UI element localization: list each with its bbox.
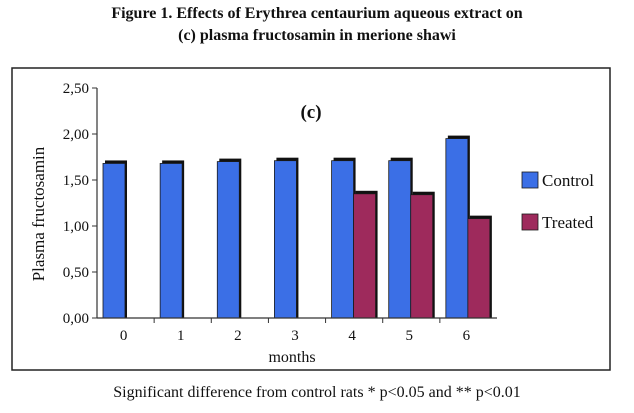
x-tick-label-1: 1: [177, 328, 185, 344]
figure-footnote: Significant difference from control rats…: [113, 384, 521, 401]
y-tick-label: 1,50: [63, 173, 89, 189]
x-tick-label-4: 4: [348, 328, 356, 344]
bar-control-6: [445, 138, 469, 319]
x-tick-label-2: 2: [234, 328, 242, 344]
y-tick-label: 1,00: [63, 219, 89, 235]
bar-treated-5: [410, 194, 434, 319]
x-tick-label-3: 3: [291, 328, 299, 344]
chart-title: (c): [300, 102, 321, 123]
bar-treated-4: [353, 193, 376, 319]
bar-control-3: [274, 160, 297, 319]
bar-control-2: [216, 161, 240, 319]
bars: [102, 135, 492, 319]
x-tick-label-5: 5: [406, 328, 414, 344]
y-tick-label: 0,50: [63, 265, 89, 281]
x-axis-label: months: [268, 349, 315, 366]
bar-control-0: [102, 163, 126, 319]
bar-control-4: [331, 160, 354, 319]
legend-swatch-treated: [521, 213, 539, 231]
y-tick-label: 2,50: [63, 81, 89, 97]
legend-swatch-control: [521, 171, 539, 189]
legend: Control Treated: [521, 171, 594, 232]
x-tick-label-6: 6: [463, 328, 471, 344]
figure-title-line-1: Figure 1. Effects of Erythrea centaurium…: [111, 5, 523, 22]
bar-treated-6: [467, 218, 491, 319]
bar-control-1: [159, 163, 183, 319]
y-tick-label: 2,00: [63, 127, 89, 143]
x-axis-ticks: 0 1 2 3 4 5 6: [120, 318, 471, 344]
y-axis-label: Plasma fructosamin: [29, 146, 48, 281]
y-tick-label: 0,00: [63, 311, 89, 327]
figure-title-line-2: (c) plasma fructosamin in merione shawi: [178, 27, 456, 44]
legend-label-control: Control: [542, 171, 594, 190]
legend-label-treated: Treated: [542, 213, 594, 232]
bar-control-5: [388, 160, 412, 319]
x-tick-label-0: 0: [120, 328, 128, 344]
y-axis-ticks: 0,00 0,50 1,00 1,50 2,00 2,50: [63, 81, 97, 327]
